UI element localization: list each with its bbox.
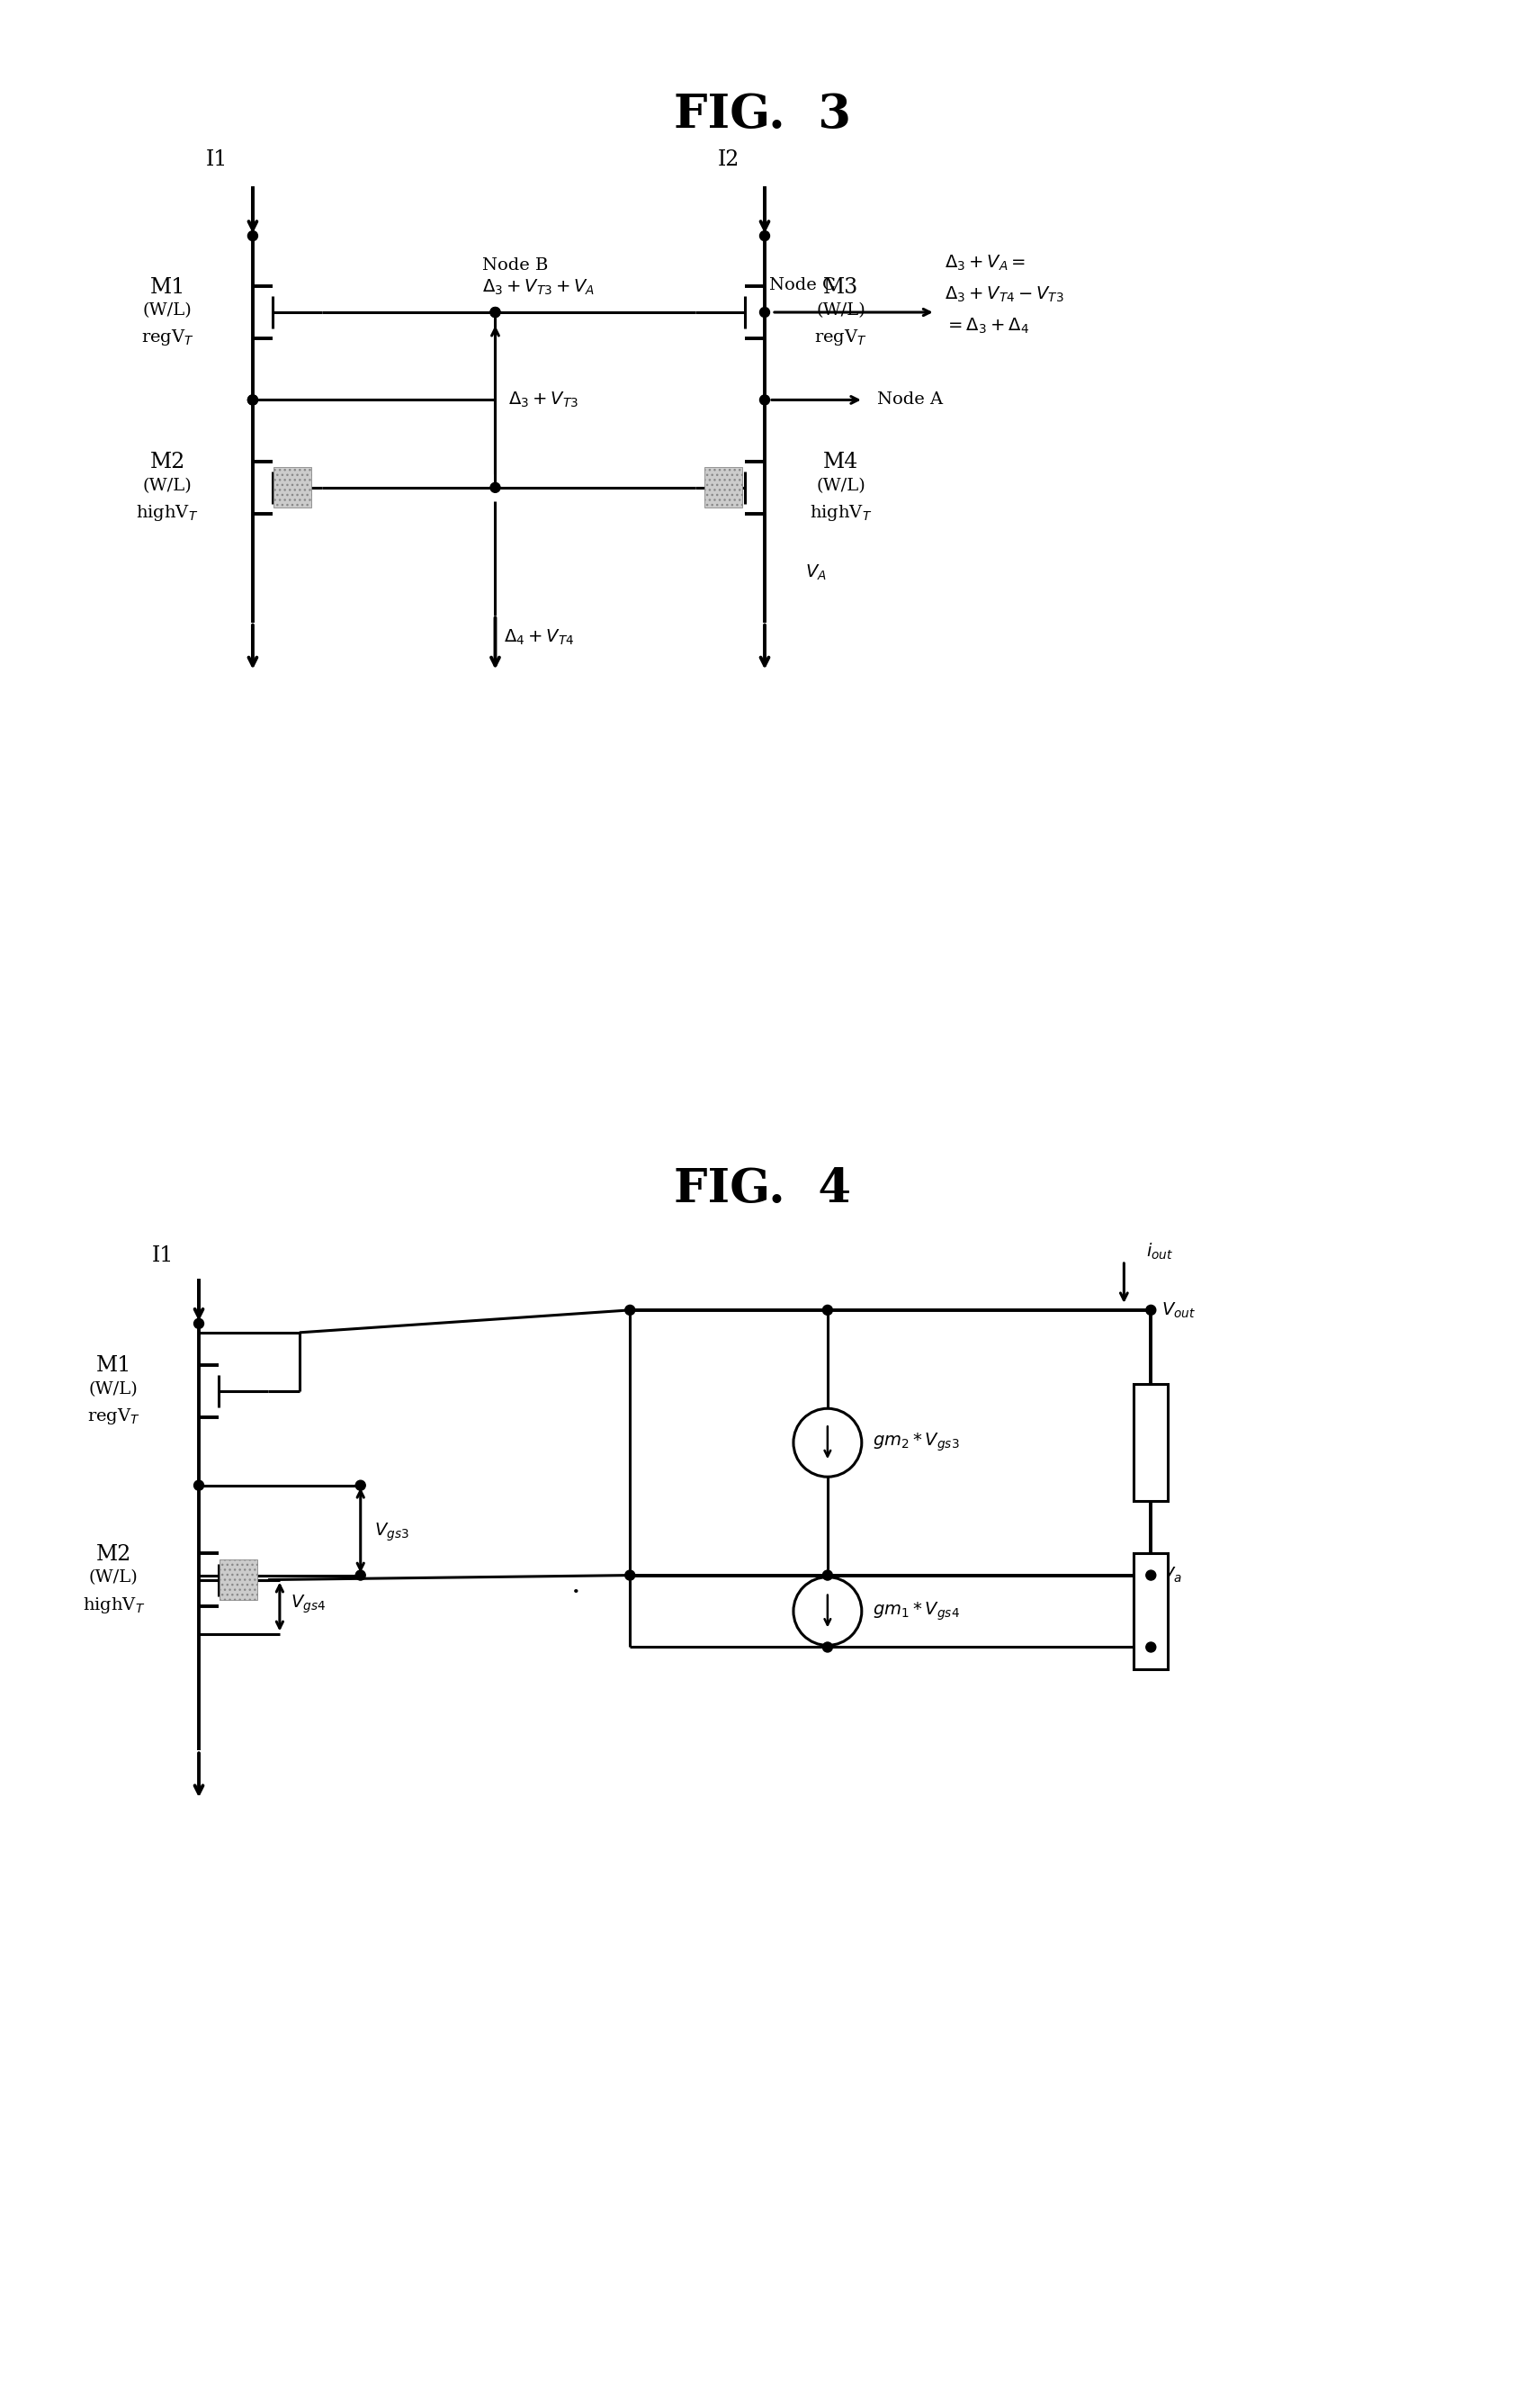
Bar — [704, 467, 742, 508]
Circle shape — [491, 482, 500, 494]
Text: (W/L): (W/L) — [817, 477, 866, 494]
Text: $\Delta_3 + V_{T4} - V_{T3}$: $\Delta_3 + V_{T4} - V_{T3}$ — [945, 284, 1064, 303]
Circle shape — [760, 395, 770, 405]
Text: Node C: Node C — [770, 277, 835, 294]
Text: M3: M3 — [823, 277, 858, 299]
Text: $V_a$: $V_a$ — [1161, 1565, 1183, 1584]
Circle shape — [1146, 1642, 1155, 1652]
Bar — [273, 467, 311, 508]
Text: $V_{gs4}$: $V_{gs4}$ — [291, 1594, 326, 1616]
Text: (W/L): (W/L) — [88, 1382, 139, 1397]
Text: .: . — [572, 1570, 581, 1599]
Text: (W/L): (W/L) — [88, 1570, 139, 1587]
Circle shape — [760, 231, 770, 241]
Text: $gm_2* V_{gs3}$: $gm_2* V_{gs3}$ — [872, 1433, 960, 1454]
Text: $V_{out}$: $V_{out}$ — [1161, 1300, 1196, 1320]
Text: $V_A$: $V_A$ — [805, 563, 826, 583]
Text: (W/L): (W/L) — [817, 303, 866, 318]
Circle shape — [823, 1642, 832, 1652]
Circle shape — [491, 308, 500, 318]
Text: $gm_1* V_{gs4}$: $gm_1* V_{gs4}$ — [872, 1601, 960, 1623]
Text: M1: M1 — [96, 1356, 131, 1375]
Text: $\Delta_3 + V_{T3}$: $\Delta_3 + V_{T3}$ — [509, 390, 579, 409]
Text: FIG.  3: FIG. 3 — [674, 92, 850, 137]
Text: highV$_T$: highV$_T$ — [136, 503, 198, 523]
Text: I1: I1 — [206, 149, 227, 171]
Bar — [1134, 1553, 1167, 1669]
Text: FIG.  4: FIG. 4 — [674, 1165, 850, 1211]
Circle shape — [248, 231, 258, 241]
Circle shape — [1146, 1305, 1155, 1315]
Text: Node A: Node A — [876, 393, 943, 407]
Text: M2: M2 — [96, 1544, 131, 1565]
Circle shape — [355, 1481, 366, 1491]
Circle shape — [625, 1305, 636, 1315]
Text: $i_{out}$: $i_{out}$ — [1146, 1243, 1173, 1262]
Circle shape — [355, 1570, 366, 1580]
Circle shape — [248, 395, 258, 405]
Text: M4: M4 — [823, 453, 858, 472]
Text: highV$_T$: highV$_T$ — [82, 1594, 145, 1616]
Bar — [1134, 1385, 1167, 1500]
Circle shape — [823, 1570, 832, 1580]
Bar — [219, 1560, 258, 1599]
Text: M2: M2 — [149, 453, 184, 472]
Circle shape — [491, 308, 500, 318]
Text: highV$_T$: highV$_T$ — [809, 503, 872, 523]
Text: $= \Delta_3 + \Delta_4$: $= \Delta_3 + \Delta_4$ — [945, 315, 1029, 335]
Text: regV$_T$: regV$_T$ — [140, 327, 194, 347]
Circle shape — [194, 1481, 204, 1491]
Circle shape — [625, 1570, 636, 1580]
Circle shape — [1146, 1570, 1155, 1580]
Text: regV$_T$: regV$_T$ — [87, 1406, 140, 1426]
Text: $\Delta_3 + V_A =$: $\Delta_3 + V_A =$ — [945, 253, 1026, 272]
Text: I1: I1 — [152, 1245, 174, 1267]
Text: (W/L): (W/L) — [143, 303, 192, 318]
Text: Node B: Node B — [482, 258, 547, 275]
Circle shape — [760, 308, 770, 318]
Text: (W/L): (W/L) — [143, 477, 192, 494]
Text: $\Delta_4 + V_{T4}$: $\Delta_4 + V_{T4}$ — [504, 628, 575, 648]
Circle shape — [823, 1305, 832, 1315]
Text: $ro_4$: $ro_4$ — [1137, 1604, 1164, 1621]
Text: $V_{gs3}$: $V_{gs3}$ — [373, 1522, 408, 1544]
Text: $ro_3$: $ro_3$ — [1137, 1435, 1164, 1452]
Text: regV$_T$: regV$_T$ — [815, 327, 867, 347]
Circle shape — [248, 395, 258, 405]
Text: $\Delta_3 + V_{T3} + V_A$: $\Delta_3 + V_{T3} + V_A$ — [482, 277, 594, 296]
Text: M1: M1 — [149, 277, 184, 299]
Text: I2: I2 — [718, 149, 739, 171]
Circle shape — [194, 1320, 204, 1329]
